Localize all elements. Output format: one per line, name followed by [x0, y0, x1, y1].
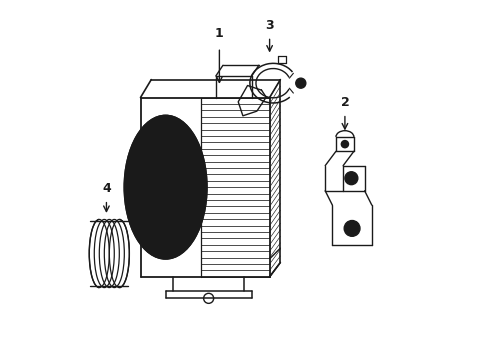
Circle shape — [136, 136, 152, 152]
Circle shape — [341, 140, 348, 148]
Ellipse shape — [145, 153, 185, 221]
Ellipse shape — [124, 116, 206, 259]
Text: 1: 1 — [215, 27, 224, 40]
Circle shape — [344, 172, 357, 185]
Circle shape — [158, 179, 173, 195]
Circle shape — [344, 221, 359, 236]
Circle shape — [298, 81, 303, 85]
Circle shape — [295, 78, 305, 88]
Circle shape — [140, 140, 147, 148]
Text: 3: 3 — [265, 19, 273, 32]
Text: 2: 2 — [340, 96, 348, 109]
Circle shape — [140, 226, 147, 234]
Circle shape — [136, 222, 152, 238]
Text: 4: 4 — [102, 182, 111, 195]
